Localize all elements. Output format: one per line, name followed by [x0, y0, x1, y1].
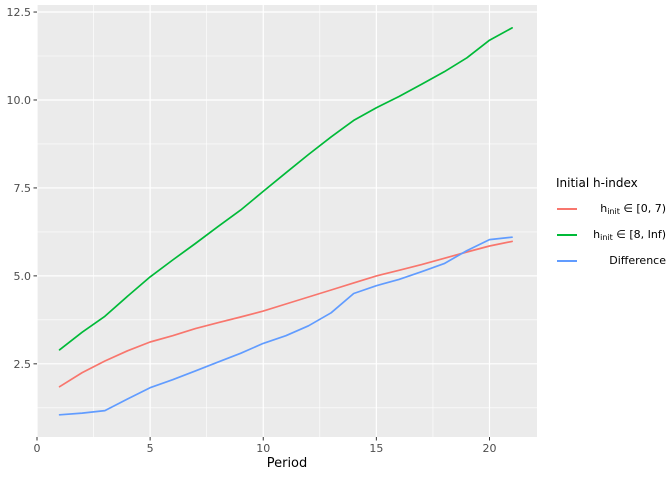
- legend-label-green: hinit ∈ [8, Inf): [578, 228, 666, 242]
- green-line-sample-icon: [557, 234, 577, 236]
- legend-label-sub: init: [607, 207, 620, 216]
- series-line-1: [58, 27, 513, 351]
- y-tick-label: 5.0: [14, 270, 32, 283]
- legend-title: Initial h-index: [556, 176, 638, 190]
- x-tick-label: 10: [256, 442, 270, 455]
- x-tick-label: 20: [482, 442, 496, 455]
- axis-ticks: 0 5 10 15 20 2.5 5.0 7.5 10.0 12.5: [7, 6, 497, 455]
- legend-key-green: [556, 224, 578, 246]
- red-line-sample-icon: [557, 208, 577, 210]
- legend-label-sub: init: [600, 233, 613, 242]
- legend-label-difference: Difference: [578, 254, 666, 268]
- legend-label-base: h: [593, 228, 601, 241]
- gridlines: [36, 5, 537, 437]
- y-tick-label: 7.5: [14, 182, 32, 195]
- legend-label-base: h: [600, 202, 608, 215]
- panel-background: [37, 5, 537, 437]
- series-line-0: [58, 240, 513, 388]
- legend-key-difference: [556, 250, 578, 272]
- legend-item-red: hinit ∈ [0, 7): [556, 198, 666, 220]
- legend: Initial h-index hinit ∈ [0, 7) hinit ∈ […: [556, 176, 666, 276]
- x-tick-label: 5: [147, 442, 154, 455]
- line-chart-canvas: 0 5 10 15 20 2.5 5.0 7.5 10.0 12.5 Period: [7, 5, 537, 471]
- series-lines: [58, 27, 513, 416]
- legend-key-red: [556, 198, 578, 220]
- series-line-2: [58, 236, 513, 416]
- legend-label-rest: ∈ [0, 7): [619, 202, 666, 215]
- x-axis-title: Period: [267, 456, 308, 471]
- blue-line-sample-icon: [557, 260, 577, 262]
- x-tick-label: 15: [369, 442, 383, 455]
- x-tick-label: 0: [34, 442, 41, 455]
- legend-label-rest: Difference: [609, 254, 666, 267]
- legend-label-rest: ∈ [8, Inf): [612, 228, 666, 241]
- legend-label-red: hinit ∈ [0, 7): [578, 202, 666, 216]
- y-tick-label: 2.5: [14, 358, 32, 371]
- plot-panel: [37, 5, 537, 437]
- y-tick-label: 12.5: [7, 6, 32, 19]
- y-tick-label: 10.0: [7, 94, 32, 107]
- legend-item-green: hinit ∈ [8, Inf): [556, 224, 666, 246]
- legend-item-difference: Difference: [556, 250, 666, 272]
